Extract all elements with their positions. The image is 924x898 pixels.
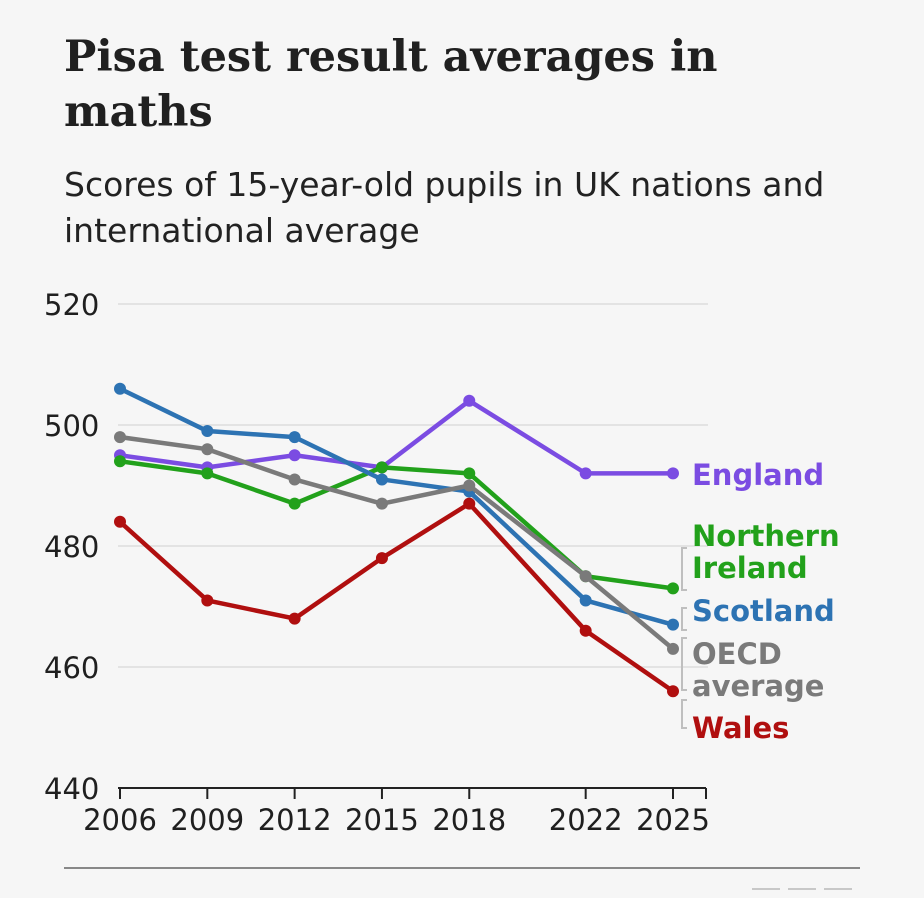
label-bracket-wales bbox=[681, 699, 687, 729]
x-tick-label-2009: 2009 bbox=[170, 803, 244, 837]
y-axis-ticks: 440 460 480 500 520 bbox=[44, 288, 99, 806]
point-wales-2006 bbox=[114, 515, 126, 528]
point-oecd-average-2006 bbox=[114, 431, 126, 444]
point-northern-ireland-2009 bbox=[201, 467, 214, 480]
point-england-2022 bbox=[579, 467, 592, 480]
series-label-oecd-average: OECD average bbox=[692, 637, 824, 703]
y-tick-label-520: 520 bbox=[44, 288, 99, 322]
series-line-england bbox=[117, 398, 676, 476]
x-tick-label-2025: 2025 bbox=[636, 803, 710, 837]
series-label-scotland: Scotland bbox=[692, 594, 835, 628]
point-wales-2015 bbox=[375, 552, 388, 565]
point-scotland-2015 bbox=[375, 473, 388, 486]
point-oecd-average-2012 bbox=[288, 473, 301, 486]
y-tick-label-440: 440 bbox=[44, 772, 99, 806]
x-tick-label-2006: 2006 bbox=[83, 803, 157, 837]
x-tick-label-2012: 2012 bbox=[258, 803, 332, 837]
y-tick-label-480: 480 bbox=[44, 530, 99, 564]
x-tick-label-2018: 2018 bbox=[432, 803, 506, 837]
point-scotland-2006 bbox=[114, 382, 126, 395]
series-label-wales: Wales bbox=[692, 711, 789, 745]
point-scotland-2012 bbox=[288, 431, 301, 444]
chart-title: Pisa test result averages in maths bbox=[64, 32, 718, 137]
point-england-2025 bbox=[667, 467, 679, 480]
point-england-2012 bbox=[288, 449, 301, 462]
label-bracket-oecd-average bbox=[681, 637, 687, 691]
point-wales-2022 bbox=[579, 624, 592, 637]
point-oecd-average-2015 bbox=[375, 497, 388, 510]
label-bracket-scotland bbox=[681, 607, 687, 631]
chart-subtitle: Scores of 15-year-old pupils in UK natio… bbox=[64, 165, 825, 250]
point-wales-2025 bbox=[667, 685, 679, 698]
point-northern-ireland-2006 bbox=[114, 455, 126, 468]
point-wales-2018 bbox=[463, 497, 476, 510]
point-northern-ireland-2015 bbox=[375, 461, 388, 474]
label-bracket-northern-ireland bbox=[681, 547, 687, 591]
point-oecd-average-2025 bbox=[667, 642, 679, 655]
y-tick-label-500: 500 bbox=[44, 409, 99, 443]
point-wales-2009 bbox=[201, 594, 214, 607]
point-scotland-2022 bbox=[579, 594, 592, 607]
point-oecd-average-2018 bbox=[463, 479, 476, 492]
series-labels: England Northern Ireland Scotland OECD averag… bbox=[681, 458, 840, 745]
point-northern-ireland-2018 bbox=[463, 467, 476, 480]
point-oecd-average-2022 bbox=[579, 570, 592, 583]
point-england-2018 bbox=[463, 394, 476, 407]
x-axis: 2006 2009 2012 2015 2018 2022 2025 bbox=[83, 787, 710, 837]
gridlines bbox=[118, 303, 708, 668]
x-tick-label-2015: 2015 bbox=[345, 803, 419, 837]
point-scotland-2025 bbox=[667, 618, 679, 631]
point-wales-2012 bbox=[288, 612, 301, 625]
y-tick-label-460: 460 bbox=[44, 651, 99, 685]
x-tick-label-2022: 2022 bbox=[549, 803, 623, 837]
point-northern-ireland-2012 bbox=[288, 497, 301, 510]
point-oecd-average-2009 bbox=[201, 443, 214, 456]
series-label-england: England bbox=[692, 458, 824, 492]
point-northern-ireland-2025 bbox=[667, 582, 679, 595]
series-label-northern-ireland: Northern Ireland bbox=[692, 519, 840, 585]
point-scotland-2009 bbox=[201, 425, 214, 438]
series-lines bbox=[114, 382, 679, 698]
